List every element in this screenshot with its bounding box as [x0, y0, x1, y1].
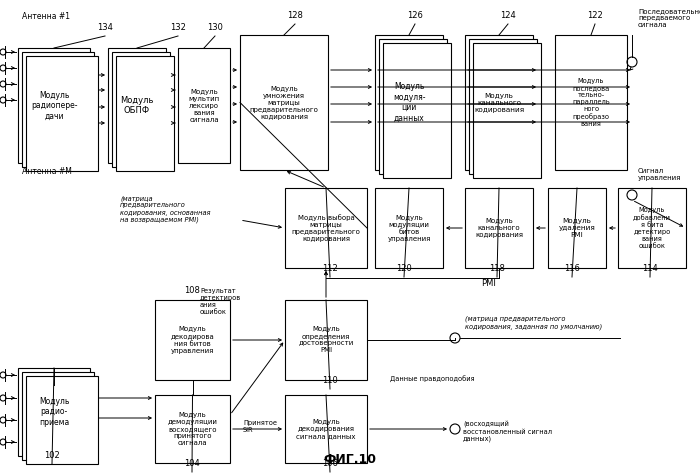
- FancyBboxPatch shape: [285, 300, 367, 380]
- Text: Модуль выбора
матрицы
предварительного
кодирования: Модуль выбора матрицы предварительного к…: [292, 214, 360, 242]
- Text: Модуль
радиопере-
дачи: Модуль радиопере- дачи: [31, 91, 77, 120]
- Text: Модуль
удаления
PMI: Модуль удаления PMI: [559, 218, 596, 238]
- Text: Результат
детектиров
ания
ошибок: Результат детектиров ания ошибок: [200, 288, 242, 315]
- FancyBboxPatch shape: [26, 376, 98, 464]
- FancyBboxPatch shape: [375, 35, 443, 170]
- Text: Модуль
декодирова
ния битов
управления: Модуль декодирова ния битов управления: [171, 327, 214, 354]
- FancyBboxPatch shape: [618, 188, 686, 268]
- Text: (матрица предварительного
кодирования, заданная по умолчанию): (матрица предварительного кодирования, з…: [465, 316, 602, 330]
- Text: Модуль
модуляции
битов
управления: Модуль модуляции битов управления: [387, 215, 430, 241]
- FancyBboxPatch shape: [548, 188, 606, 268]
- FancyBboxPatch shape: [155, 300, 230, 380]
- FancyBboxPatch shape: [379, 39, 447, 174]
- Text: 126: 126: [407, 11, 423, 20]
- Text: (матрица
предварительного
кодирования, основанная
на возвращаемом PMI): (матрица предварительного кодирования, о…: [120, 195, 211, 223]
- Text: (восходящий
восстановленный сигнал
данных): (восходящий восстановленный сигнал данны…: [463, 421, 552, 443]
- Text: Модуль
демодуляции
восходящего
принятого
сигнала: Модуль демодуляции восходящего принятого…: [167, 412, 218, 446]
- FancyBboxPatch shape: [22, 372, 94, 460]
- Text: Модуль
умножения
матрицы
предварительного
кодирования: Модуль умножения матрицы предварительног…: [250, 85, 318, 119]
- FancyBboxPatch shape: [18, 48, 90, 163]
- FancyBboxPatch shape: [473, 43, 541, 178]
- Text: 118: 118: [489, 264, 505, 273]
- Text: PMI: PMI: [482, 279, 496, 288]
- FancyBboxPatch shape: [285, 395, 367, 463]
- Text: 128: 128: [287, 11, 303, 20]
- Text: 112: 112: [322, 264, 338, 273]
- FancyBboxPatch shape: [465, 35, 533, 170]
- FancyBboxPatch shape: [465, 188, 533, 268]
- Text: Сигнал
управления: Сигнал управления: [638, 168, 681, 181]
- Text: 122: 122: [587, 11, 603, 20]
- Text: 120: 120: [396, 264, 412, 273]
- Text: 124: 124: [500, 11, 516, 20]
- Text: ФИГ.10: ФИГ.10: [323, 453, 377, 466]
- FancyBboxPatch shape: [108, 48, 166, 163]
- Text: Принятое
SIR: Принятое SIR: [243, 420, 277, 433]
- Text: Модуль
канального
кодирования: Модуль канального кодирования: [474, 92, 524, 112]
- FancyBboxPatch shape: [555, 35, 627, 170]
- Text: Модуль
декодирования
сигнала данных: Модуль декодирования сигнала данных: [296, 419, 356, 439]
- Text: Модуль
мультип
лексиро
вания
сигнала: Модуль мультип лексиро вания сигнала: [188, 89, 220, 122]
- Text: Модуль
определения
достоверности
PMI: Модуль определения достоверности PMI: [298, 327, 354, 354]
- FancyBboxPatch shape: [18, 368, 90, 456]
- Text: 132: 132: [170, 23, 186, 32]
- Text: Модуль
добавлени
я бита
детектиро
вания
ошибок: Модуль добавлени я бита детектиро вания …: [633, 207, 671, 249]
- Text: Последовательность
передваемого
сигнала: Последовательность передваемого сигнала: [638, 8, 700, 28]
- FancyBboxPatch shape: [26, 56, 98, 171]
- Text: 102: 102: [44, 451, 60, 460]
- FancyBboxPatch shape: [469, 39, 537, 174]
- Text: 130: 130: [207, 23, 223, 32]
- Text: Антенна #М: Антенна #М: [22, 167, 72, 176]
- Text: 116: 116: [564, 264, 580, 273]
- FancyBboxPatch shape: [112, 52, 170, 167]
- Text: Модуль
последова
тельно-
параллель
ного
преобразо
вания: Модуль последова тельно- параллель ного …: [572, 78, 610, 127]
- FancyBboxPatch shape: [383, 43, 451, 178]
- FancyBboxPatch shape: [285, 188, 367, 268]
- Text: Антенна #1: Антенна #1: [22, 12, 70, 21]
- Text: Данные правдоподобия: Данные правдоподобия: [390, 375, 475, 382]
- Text: Модуль
радио-
приема: Модуль радио- приема: [38, 397, 69, 427]
- FancyBboxPatch shape: [178, 48, 230, 163]
- FancyBboxPatch shape: [155, 395, 230, 463]
- Text: 110: 110: [322, 376, 338, 385]
- Text: Модуль
канального
кодирования: Модуль канального кодирования: [475, 218, 523, 238]
- Text: 134: 134: [97, 23, 113, 32]
- FancyBboxPatch shape: [22, 52, 94, 167]
- Text: 108: 108: [185, 286, 200, 295]
- Text: Модуль
модуля-
ции
данных: Модуль модуля- ции данных: [393, 82, 426, 123]
- FancyBboxPatch shape: [375, 188, 443, 268]
- FancyBboxPatch shape: [240, 35, 328, 170]
- Text: Модуль
ОБПФ: Модуль ОБПФ: [120, 96, 154, 115]
- Text: 106: 106: [322, 459, 338, 468]
- Text: 104: 104: [184, 459, 200, 468]
- FancyBboxPatch shape: [116, 56, 174, 171]
- Text: 114: 114: [642, 264, 658, 273]
